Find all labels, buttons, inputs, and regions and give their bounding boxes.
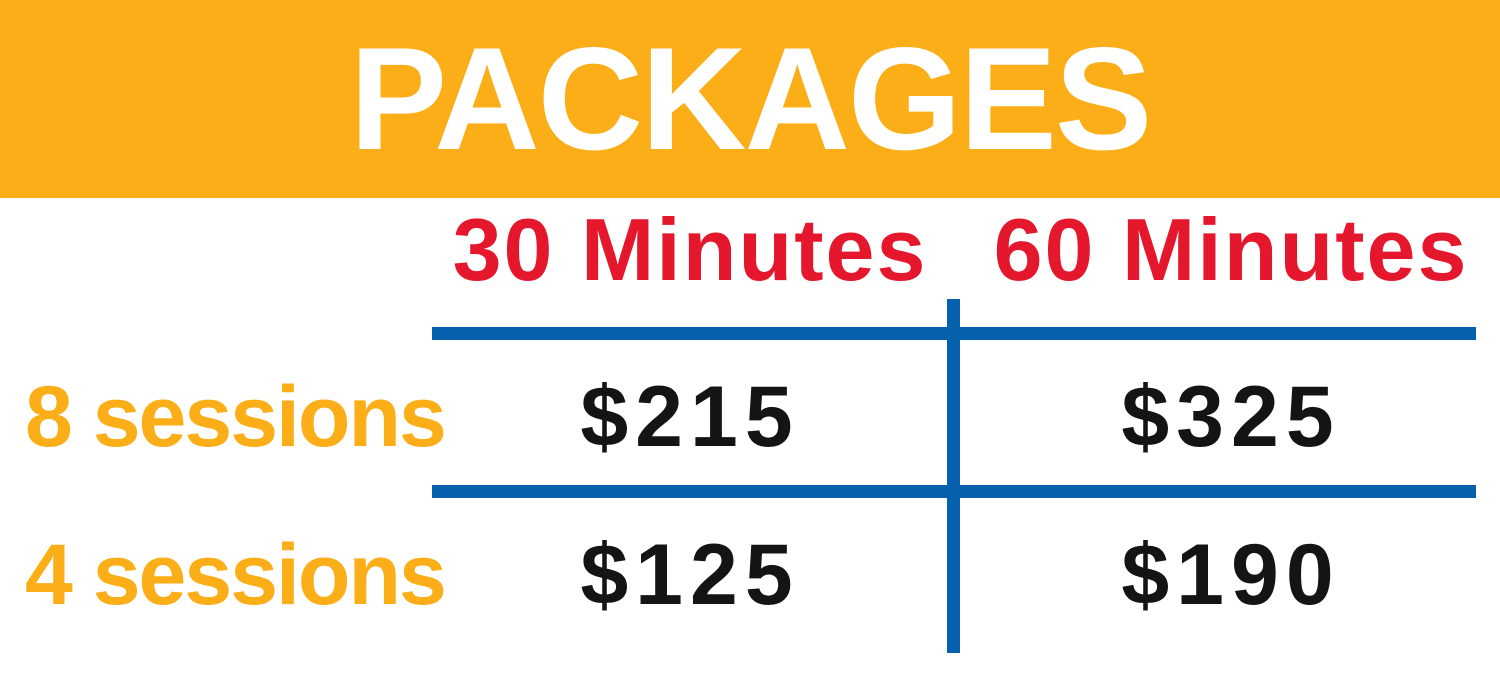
title-banner: PACKAGES	[0, 0, 1500, 198]
table-vertical-divider	[947, 299, 960, 653]
price-8-sessions-60-minutes: $325	[1121, 368, 1341, 465]
poster-title: PACKAGES	[349, 17, 1153, 180]
column-header-30-minutes: 30 Minutes	[452, 200, 928, 299]
row-label-4-sessions: 4 sessions	[25, 526, 447, 623]
price-4-sessions-30-minutes: $125	[580, 526, 800, 623]
column-header-60-minutes: 60 Minutes	[993, 200, 1469, 299]
row-label-8-sessions: 8 sessions	[25, 368, 447, 465]
price-4-sessions-60-minutes: $190	[1121, 526, 1341, 623]
price-8-sessions-30-minutes: $215	[580, 368, 800, 465]
